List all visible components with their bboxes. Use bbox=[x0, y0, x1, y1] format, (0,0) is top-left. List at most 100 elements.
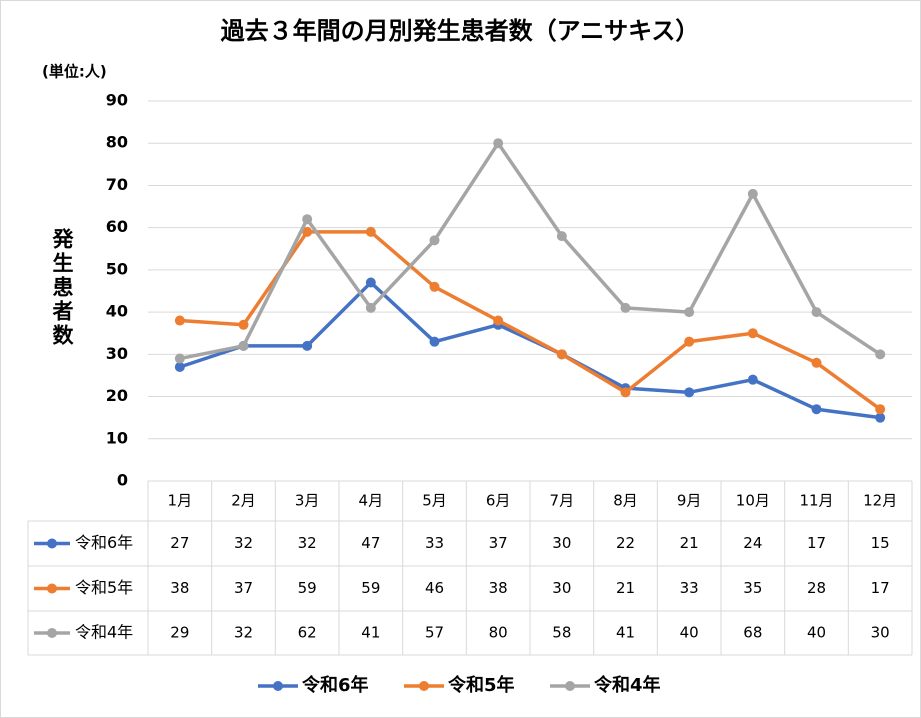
unit-label: (単位:人) bbox=[42, 63, 107, 81]
series-point bbox=[493, 138, 504, 149]
chart-title: 過去３年間の月別発生患者数（アニサキス） bbox=[221, 17, 700, 45]
series-point bbox=[429, 281, 440, 292]
table-cell: 30 bbox=[871, 624, 890, 642]
x-tick-label: 2月 bbox=[231, 492, 256, 510]
series-point bbox=[556, 349, 567, 360]
table-cell: 38 bbox=[170, 579, 189, 597]
table-cell: 21 bbox=[680, 534, 699, 552]
series-point bbox=[620, 302, 631, 313]
table-cell: 41 bbox=[616, 624, 635, 642]
x-tick-label: 12月 bbox=[863, 492, 897, 510]
table-cell: 27 bbox=[170, 534, 189, 552]
series-point bbox=[811, 357, 822, 368]
y-tick-label: 10 bbox=[106, 428, 128, 447]
y-tick-label: 50 bbox=[106, 259, 128, 278]
y-axis-label: 発生患者数 bbox=[50, 228, 75, 348]
table-cell: 22 bbox=[616, 534, 635, 552]
series-point bbox=[238, 319, 249, 330]
series-point bbox=[747, 188, 758, 199]
legend-key-marker bbox=[419, 681, 429, 691]
series-point bbox=[684, 336, 695, 347]
legend-key-marker bbox=[565, 681, 575, 691]
series-point bbox=[365, 226, 376, 237]
series-point bbox=[684, 387, 695, 398]
series-point bbox=[875, 404, 886, 415]
table-cell: 40 bbox=[680, 624, 699, 642]
x-tick-label: 3月 bbox=[295, 492, 320, 510]
legend-label: 令和6年 bbox=[301, 674, 369, 696]
table-cell: 15 bbox=[871, 534, 890, 552]
x-tick-label: 6月 bbox=[486, 492, 511, 510]
legend-key-marker bbox=[47, 583, 57, 594]
table-cell: 17 bbox=[807, 534, 826, 552]
table-cell: 38 bbox=[489, 579, 508, 597]
table-cell: 59 bbox=[298, 579, 317, 597]
table-cell: 29 bbox=[170, 624, 189, 642]
table-cell: 32 bbox=[234, 624, 253, 642]
series-point bbox=[429, 235, 440, 246]
series-point bbox=[684, 307, 695, 318]
x-tick-label: 9月 bbox=[677, 492, 702, 510]
table-cell: 80 bbox=[489, 624, 508, 642]
table-cell: 37 bbox=[489, 534, 508, 552]
x-tick-label: 10月 bbox=[736, 492, 770, 510]
series-point bbox=[747, 374, 758, 385]
series-point bbox=[556, 231, 567, 242]
series-line bbox=[179, 230, 882, 411]
table-cell: 58 bbox=[552, 624, 571, 642]
table-cell: 40 bbox=[807, 624, 826, 642]
series-point bbox=[174, 315, 185, 326]
series-point bbox=[302, 340, 313, 351]
table-cell: 37 bbox=[234, 579, 253, 597]
x-tick-label: 8月 bbox=[613, 492, 638, 510]
series-point bbox=[811, 307, 822, 318]
x-tick-label: 4月 bbox=[359, 492, 384, 510]
table-cell: 24 bbox=[743, 534, 762, 552]
series-point bbox=[238, 340, 249, 351]
table-cell: 47 bbox=[361, 534, 380, 552]
series-point bbox=[365, 277, 376, 288]
series-point bbox=[302, 226, 313, 237]
series-point bbox=[875, 349, 886, 360]
table-row-label: 令和5年 bbox=[75, 578, 133, 597]
legend-key-marker bbox=[47, 538, 57, 549]
legend-key-marker bbox=[47, 628, 57, 638]
table-cell: 32 bbox=[298, 534, 317, 552]
y-tick-label: 60 bbox=[106, 217, 128, 236]
series-point bbox=[747, 328, 758, 339]
table-cell: 33 bbox=[680, 579, 699, 597]
series-point bbox=[493, 315, 504, 326]
table-cell: 62 bbox=[298, 624, 317, 642]
series-point bbox=[811, 404, 822, 415]
series-point bbox=[620, 387, 631, 398]
y-tick-label: 0 bbox=[117, 471, 128, 490]
x-tick-label: 7月 bbox=[550, 492, 575, 510]
table-cell: 30 bbox=[552, 579, 571, 597]
table-cell: 41 bbox=[361, 624, 380, 642]
table-cell: 35 bbox=[743, 579, 762, 597]
series-line bbox=[179, 280, 881, 420]
table-cell: 33 bbox=[425, 534, 444, 552]
table-cell: 57 bbox=[425, 624, 444, 642]
table-cell: 32 bbox=[234, 534, 253, 552]
table-cell: 17 bbox=[871, 579, 890, 597]
series-point bbox=[302, 214, 313, 225]
table-cell: 28 bbox=[807, 579, 826, 597]
table-row-label: 令和6年 bbox=[75, 533, 133, 552]
series-point bbox=[365, 302, 376, 313]
y-tick-label: 40 bbox=[106, 302, 128, 321]
y-tick-label: 80 bbox=[106, 133, 128, 152]
table-cell: 59 bbox=[361, 579, 380, 597]
series-point bbox=[174, 353, 185, 364]
legend-key-marker bbox=[273, 681, 283, 691]
table-row-label: 令和4年 bbox=[75, 623, 133, 642]
series-line bbox=[179, 141, 882, 361]
series-point bbox=[875, 412, 886, 423]
x-tick-label: 11月 bbox=[799, 492, 833, 510]
legend-label: 令和4年 bbox=[593, 674, 661, 696]
y-tick-label: 30 bbox=[106, 344, 128, 363]
series-point bbox=[429, 336, 440, 347]
y-tick-label: 70 bbox=[106, 175, 128, 194]
